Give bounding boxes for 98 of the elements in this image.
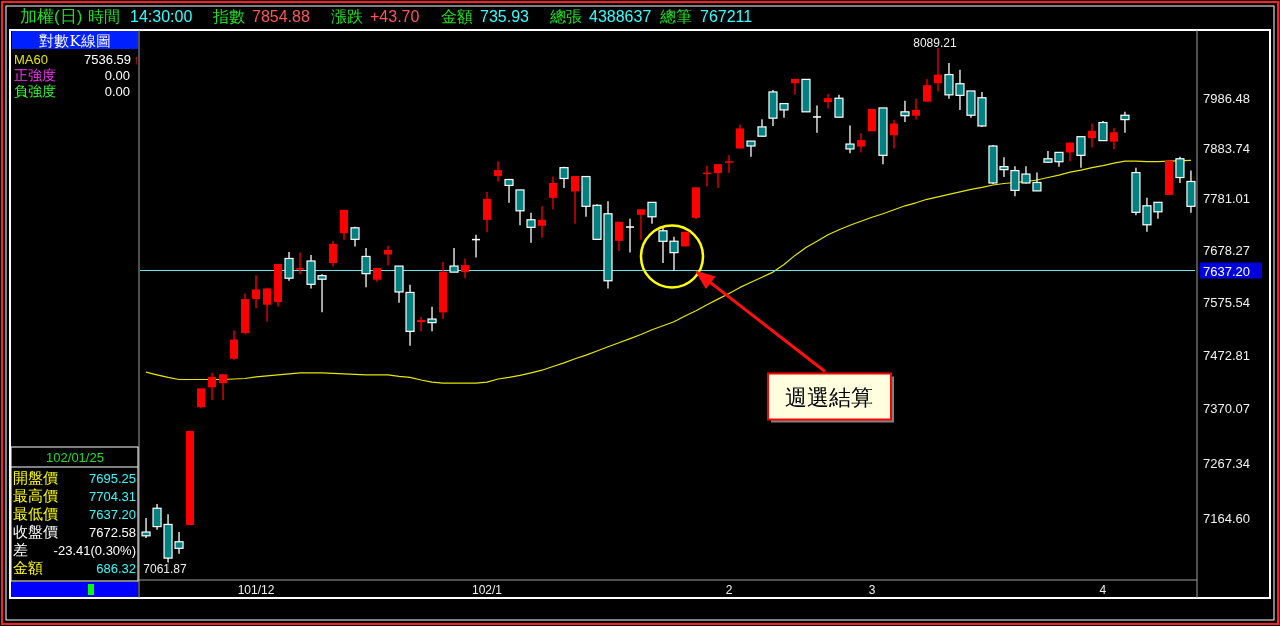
text: 0.00 xyxy=(104,84,130,99)
x-tick-label: 102/1 xyxy=(472,583,503,597)
text: 102/01/25 xyxy=(46,450,104,465)
text: 金額 xyxy=(441,8,473,25)
y-tick-label: 7472.81 xyxy=(1203,347,1250,363)
text: 7704.31 xyxy=(89,489,136,504)
text: 總筆 xyxy=(659,8,692,25)
annotation: ↑ xyxy=(133,52,140,67)
x-tick-label: 101/12 xyxy=(237,583,275,597)
candlestick xyxy=(1076,136,1086,169)
text: 負強度 xyxy=(14,83,56,99)
candlestick xyxy=(504,178,514,204)
text: 686.32 xyxy=(96,561,136,576)
candlestick xyxy=(812,104,821,134)
candlestick xyxy=(823,93,832,110)
candlestick xyxy=(263,287,272,323)
text: 漲跌 xyxy=(331,8,363,25)
candlestick xyxy=(615,221,624,252)
candlestick xyxy=(208,372,217,401)
text: 7695.25 xyxy=(89,471,136,486)
y-tick-label: 7678.27 xyxy=(1203,242,1250,258)
y-tick-label: 7267.34 xyxy=(1203,455,1250,471)
y-tick-label: 7575.54 xyxy=(1203,294,1250,310)
y-tick-label: 7986.48 xyxy=(1203,90,1250,106)
candlestick xyxy=(637,208,645,241)
y-tick-label: 7781.01 xyxy=(1203,191,1250,207)
candlestick xyxy=(714,163,722,189)
candlestick xyxy=(647,201,657,225)
chart-title: 加權(日) xyxy=(20,7,83,26)
text: +43.70 xyxy=(370,8,420,25)
candlestick xyxy=(284,251,294,282)
chart-subtitle: 對數K線圖 xyxy=(39,32,111,50)
text: 收盤價 xyxy=(13,523,58,540)
candlestick xyxy=(197,387,206,409)
candlestick xyxy=(427,306,437,333)
text: 14:30:00 xyxy=(130,8,193,25)
text: 正強度 xyxy=(14,67,56,83)
candlestick xyxy=(461,257,470,279)
annotation: 8089.21 xyxy=(913,36,957,51)
y-tick-label: 7370.07 xyxy=(1203,401,1250,417)
text: 最高價 xyxy=(13,487,58,504)
candlestick xyxy=(526,212,536,244)
text: 7854.88 xyxy=(252,8,310,25)
candlestick xyxy=(724,154,733,174)
candlestick xyxy=(515,189,525,226)
candlestick xyxy=(141,517,151,539)
candlestick xyxy=(922,78,931,103)
text: 7536.59 xyxy=(84,52,131,67)
candlestick xyxy=(417,316,426,333)
candlestick xyxy=(845,124,855,155)
candlestick xyxy=(329,240,338,268)
candlestick xyxy=(549,175,558,210)
candlestick xyxy=(494,160,503,183)
text: 7637.20 xyxy=(89,507,136,522)
candlestick xyxy=(1109,127,1118,150)
candlestick xyxy=(911,98,920,121)
text: 指數 xyxy=(212,8,245,25)
text: 差 xyxy=(13,541,28,558)
text: 金額 xyxy=(13,559,43,576)
text: 時間 xyxy=(88,8,120,25)
annotation: 週選結算 xyxy=(785,384,873,410)
candlestick xyxy=(746,140,756,158)
text: MA60 xyxy=(14,52,48,67)
candlestick xyxy=(361,247,371,289)
candlestick xyxy=(790,78,799,96)
text: 7672.58 xyxy=(89,525,136,540)
text: 4388637 xyxy=(589,8,652,25)
candlestick xyxy=(856,132,865,154)
candlestick xyxy=(933,47,942,93)
text: 767211 xyxy=(700,8,753,25)
candlestick xyxy=(1120,111,1130,134)
candlestick xyxy=(230,329,239,361)
candlestick xyxy=(219,373,228,401)
text: 0.00 xyxy=(104,68,130,83)
text: 開盤價 xyxy=(13,469,58,486)
candlestick xyxy=(571,175,580,225)
text: -23.41(0.30%) xyxy=(53,543,136,558)
candlestick xyxy=(900,100,910,123)
candlestick xyxy=(296,251,305,275)
candlestick xyxy=(449,247,459,273)
y-tick-label: 7164.60 xyxy=(1203,510,1250,526)
candlestick xyxy=(340,209,349,241)
text: 735.93 xyxy=(480,8,530,25)
y-tick-label: 7883.74 xyxy=(1203,140,1250,156)
candlestick xyxy=(834,94,844,118)
candlestick xyxy=(626,218,634,254)
ref-line-label: 7637.20 xyxy=(1203,263,1250,279)
text: 總張 xyxy=(549,8,582,25)
candlestick xyxy=(1087,122,1096,149)
text: 最低價 xyxy=(13,505,58,522)
x-tick-label: 3 xyxy=(868,583,876,597)
x-tick-label: 2 xyxy=(725,583,733,597)
x-tick-label: 4 xyxy=(1099,583,1107,597)
candlestick xyxy=(252,274,261,309)
candlestick xyxy=(1175,156,1185,184)
candlestick xyxy=(889,119,898,150)
candlestick xyxy=(538,205,547,239)
candlestick xyxy=(483,191,492,233)
